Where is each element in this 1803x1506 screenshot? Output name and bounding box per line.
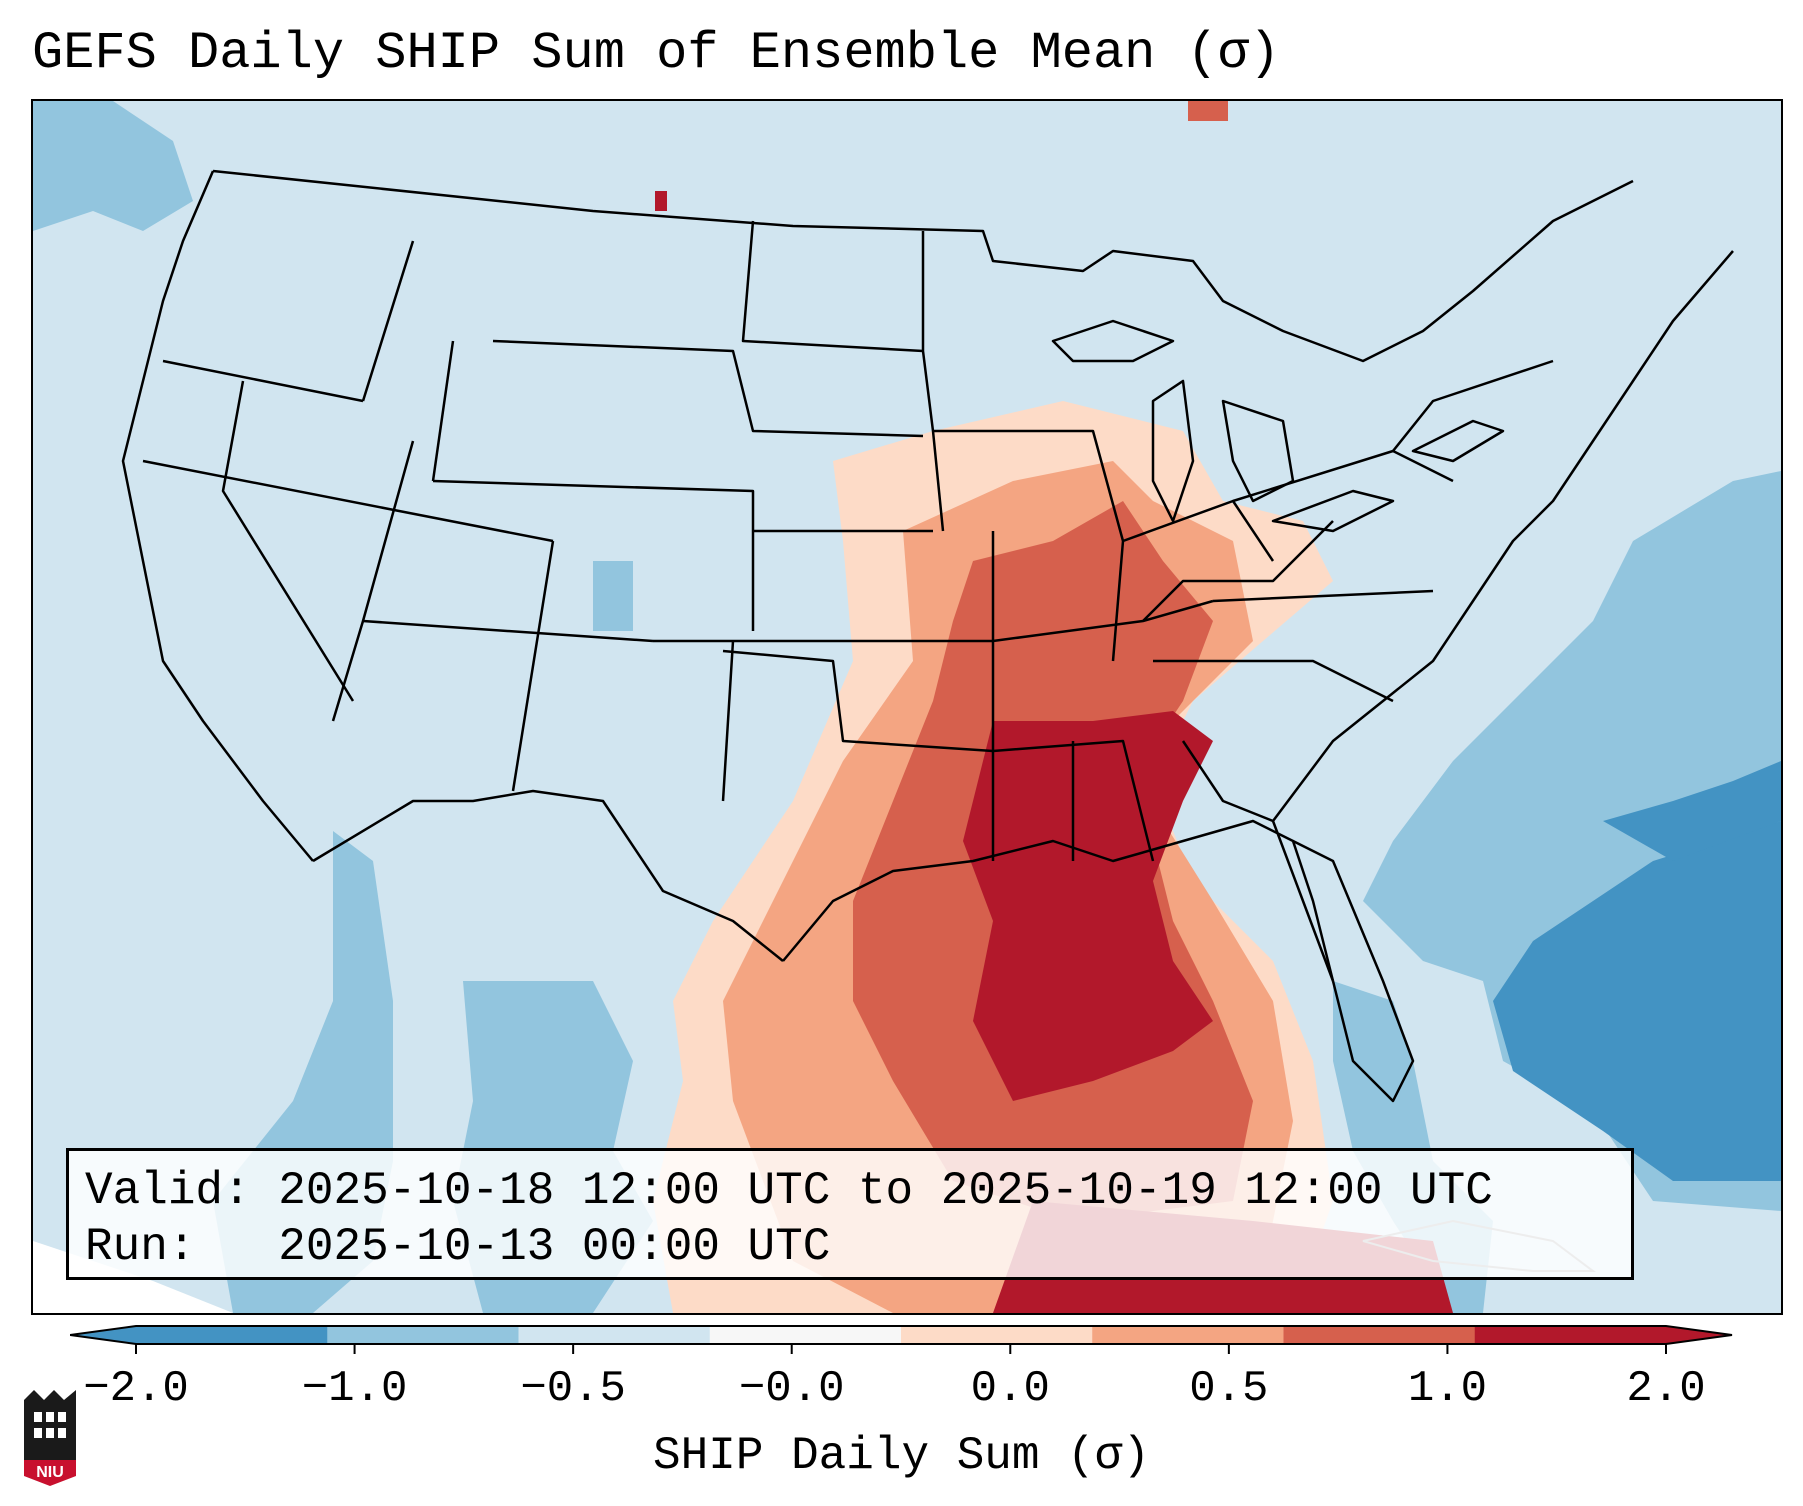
colorbar-segment [327,1326,519,1344]
colorbar-segment [1092,1326,1284,1344]
colorbar: −2.0 −1.0 −0.5 −0.0 0.0 0.5 1.0 2.0 [70,1325,1733,1414]
info-box: Valid: 2025-10-18 12:00 UTC to 2025-10-1… [66,1148,1634,1280]
boundaries [121,169,1734,1103]
colorbar-tick-label: −0.5 [520,1364,626,1414]
colorbar-tick-label: −2.0 [83,1364,189,1414]
colorbar-ticks: −2.0 −1.0 −0.5 −0.0 0.0 0.5 1.0 2.0 [83,1344,1706,1414]
colorbar-segment [1283,1326,1476,1344]
colorbar-segment [709,1326,902,1344]
colorbar-segments [70,1325,1733,1345]
colorbar-extend-max [1666,1326,1732,1344]
logo-text: NIU [36,1464,64,1481]
colorbar-segment [1474,1326,1667,1344]
colorbar-segment [518,1326,711,1344]
run-label: Run: [85,1221,196,1273]
colorbar-tick-label: −1.0 [302,1364,408,1414]
valid-value: 2025-10-18 12:00 UTC to 2025-10-19 12:00… [278,1165,1493,1217]
colorbar-tick-label: 1.0 [1408,1364,1487,1414]
colorbar-segment [136,1326,328,1344]
run-value: 2025-10-13 00:00 UTC [278,1221,831,1273]
colorbar-segment [901,1326,1093,1344]
colorbar-extend-min [70,1326,136,1344]
colorbar-tick-label: 0.0 [971,1364,1050,1414]
colorbar-label: SHIP Daily Sum (σ) [653,1430,1150,1482]
map-panel [31,99,1783,1315]
valid-label: Valid: [85,1165,251,1217]
colorbar-tick-label: 0.5 [1189,1364,1268,1414]
chart-title: GEFS Daily SHIP Sum of Ensemble Mean (σ) [32,24,1281,83]
colorbar-tick-label: 2.0 [1626,1364,1705,1414]
colorbar-tick-label: −0.0 [739,1364,845,1414]
map [33,101,1781,1313]
niu-logo: NIU [24,1390,76,1486]
